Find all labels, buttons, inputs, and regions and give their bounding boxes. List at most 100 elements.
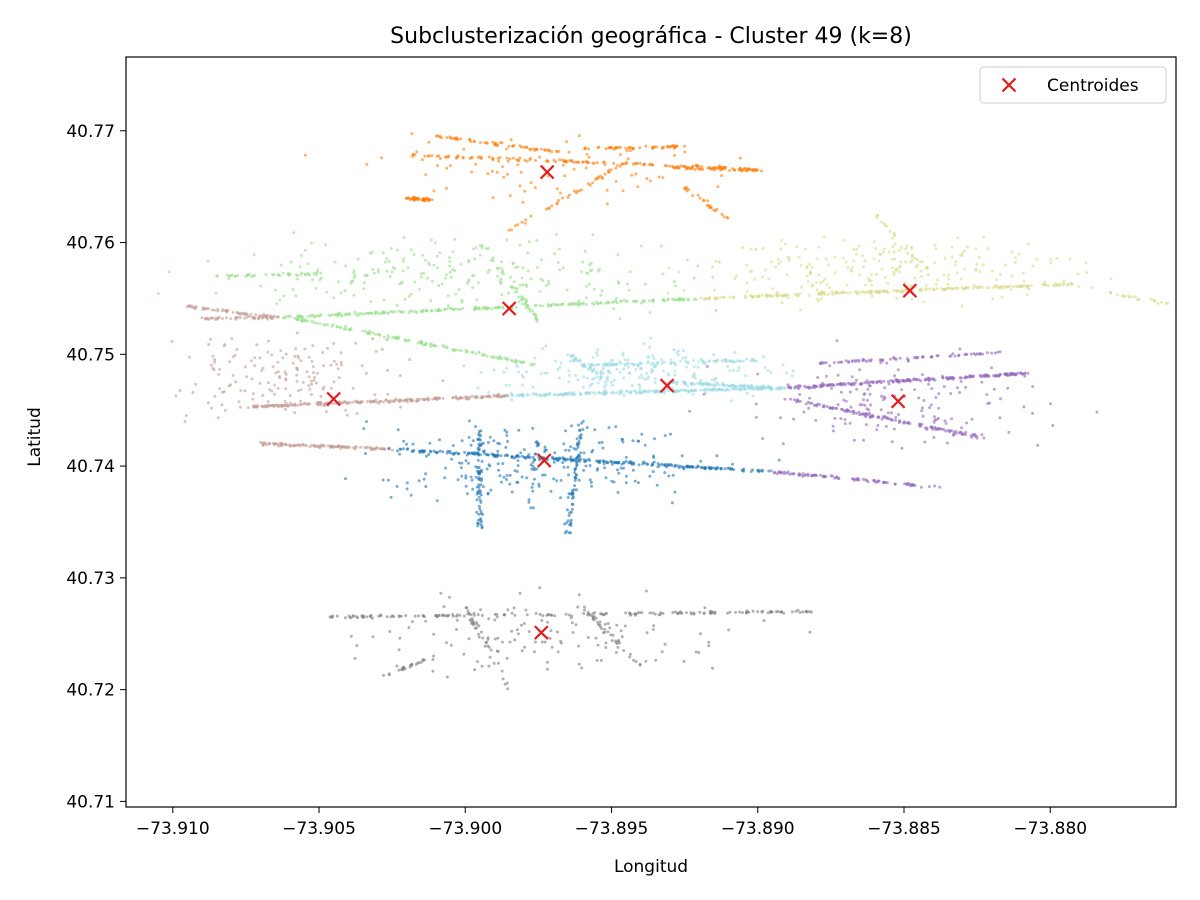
data-point-cluster-2 — [555, 232, 558, 236]
data-point-cluster-6 — [864, 283, 868, 287]
data-point-cluster-2 — [692, 276, 696, 280]
data-point-cluster-0 — [492, 453, 496, 457]
data-point-cluster-3 — [786, 386, 790, 389]
data-point-cluster-2 — [401, 259, 405, 263]
data-point-cluster-5 — [711, 666, 714, 670]
data-point-cluster-0 — [612, 480, 616, 484]
data-point-cluster-7 — [653, 377, 657, 380]
data-point-cluster-2 — [558, 268, 562, 272]
data-point-cluster-3 — [863, 392, 867, 396]
data-point-cluster-1 — [608, 146, 612, 150]
data-point-cluster-7 — [736, 369, 740, 373]
data-point-cluster-2 — [365, 331, 369, 335]
x-tick-label: −73.905 — [282, 819, 356, 839]
data-point-cluster-0 — [591, 448, 595, 452]
data-point-cluster-5 — [525, 613, 529, 617]
data-point-cluster-6 — [990, 269, 994, 273]
data-point-cluster-0 — [478, 498, 482, 502]
data-point-cluster-3 — [931, 377, 935, 381]
data-point-cluster-0 — [417, 479, 421, 483]
data-point-cluster-0 — [475, 510, 479, 514]
data-point-cluster-3 — [1023, 374, 1027, 378]
data-point-cluster-5 — [570, 621, 574, 625]
data-point-cluster-5 — [527, 630, 531, 633]
data-point-cluster-5 — [619, 629, 623, 633]
data-point-cluster-3 — [984, 375, 988, 379]
data-point-cluster-5 — [480, 664, 484, 668]
data-point-cluster-7 — [734, 384, 737, 388]
data-point-cluster-5 — [640, 611, 644, 615]
data-point-cluster-6 — [1164, 302, 1168, 305]
data-point-cluster-3 — [933, 484, 937, 488]
data-point-cluster-6 — [1021, 271, 1025, 275]
data-point-cluster-0 — [604, 476, 608, 480]
y-tick-label: 40.72 — [66, 681, 115, 701]
data-point-cluster-0 — [505, 473, 509, 477]
data-point-cluster-6 — [959, 277, 963, 281]
data-point-cluster-5 — [615, 623, 619, 627]
data-point-cluster-0 — [640, 432, 644, 436]
data-point-cluster-1 — [448, 164, 452, 168]
data-point-cluster-0 — [425, 454, 428, 458]
data-point-cluster-7 — [752, 359, 756, 363]
data-point-cluster-7 — [695, 381, 699, 385]
data-point-cluster-3 — [844, 399, 848, 403]
data-point-cluster-6 — [863, 259, 867, 263]
data-point-cluster-1 — [621, 189, 625, 193]
data-point-cluster-2 — [461, 307, 464, 311]
data-point-cluster-4 — [268, 404, 272, 408]
y-tick-label: 40.76 — [66, 234, 115, 254]
data-point-cluster-4 — [373, 400, 377, 404]
data-point-cluster-0 — [527, 498, 531, 502]
centroid-marker-cluster-6 — [902, 283, 918, 298]
data-point-cluster-5 — [549, 629, 553, 633]
data-point-cluster-4 — [328, 445, 332, 449]
data-point-cluster-6 — [846, 266, 850, 269]
data-point-cluster-3 — [829, 383, 833, 386]
data-point-cluster-0 — [477, 472, 481, 476]
data-point-cluster-1 — [518, 184, 522, 188]
data-point-cluster-0 — [581, 419, 585, 423]
data-point-cluster-0 — [571, 502, 575, 506]
data-point-cluster-0 — [760, 469, 764, 473]
data-point-cluster-6 — [986, 247, 990, 251]
data-point-cluster-3 — [811, 385, 815, 389]
data-point-cluster-6 — [975, 262, 979, 266]
data-point-cluster-7 — [638, 387, 642, 391]
data-point-cluster-7 — [567, 380, 571, 384]
data-point-cluster-1 — [614, 146, 617, 150]
data-point-cluster-2 — [628, 270, 632, 274]
data-point-cluster-3 — [804, 402, 808, 406]
data-point-cluster-0 — [456, 478, 460, 482]
data-point-cluster-7 — [682, 349, 686, 353]
data-point-cluster-0 — [387, 447, 391, 451]
data-point-cluster-2 — [676, 298, 680, 302]
data-point-cluster-4 — [213, 308, 217, 312]
data-point-cluster-6 — [1041, 283, 1045, 287]
data-point-cluster-3 — [877, 415, 880, 419]
data-point-cluster-2 — [387, 336, 391, 340]
data-point-cluster-1 — [427, 140, 431, 144]
data-point-cluster-0 — [489, 488, 493, 492]
data-point-cluster-5 — [431, 658, 435, 661]
data-point-cluster-2 — [395, 304, 399, 307]
data-point-cluster-6 — [764, 268, 768, 272]
data-point-cluster-4 — [255, 343, 259, 347]
data-point-cluster-0 — [498, 442, 502, 446]
data-point-cluster-2 — [371, 331, 375, 335]
data-point-cluster-3 — [990, 366, 993, 370]
data-point-cluster-5 — [431, 669, 435, 673]
data-point-cluster-5 — [702, 611, 706, 615]
data-point-cluster-2 — [388, 275, 392, 279]
data-point-cluster-7 — [520, 373, 524, 377]
data-point-cluster-4 — [253, 405, 257, 409]
data-point-cluster-5 — [586, 636, 590, 639]
data-point-cluster-1 — [585, 160, 589, 164]
data-point-cluster-4 — [207, 343, 211, 346]
data-point-cluster-4 — [223, 343, 227, 347]
data-point-cluster-7 — [476, 386, 480, 390]
data-point-cluster-0 — [362, 427, 366, 431]
data-point-cluster-6 — [924, 284, 928, 288]
data-point-cluster-2 — [520, 276, 524, 280]
data-point-cluster-0 — [566, 519, 570, 523]
